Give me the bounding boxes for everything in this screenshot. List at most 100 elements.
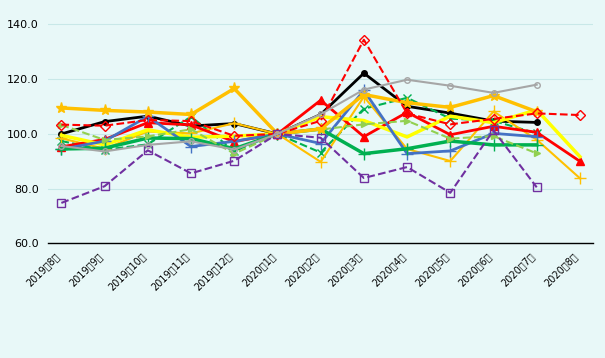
オーストリア xyxy=(188,112,195,117)
Line: ドイツ: ドイツ xyxy=(57,96,584,165)
ハンガリー xyxy=(188,127,195,131)
ポーランド xyxy=(188,119,195,123)
EU27 xyxy=(533,120,540,125)
ハンガリー xyxy=(360,122,367,126)
チェコ xyxy=(57,136,65,140)
Line: ルーマニア: ルーマニア xyxy=(57,126,541,207)
EU27 xyxy=(404,104,411,108)
EU27 xyxy=(446,111,454,115)
スペイン xyxy=(533,108,540,112)
ブルガリア xyxy=(144,142,151,146)
チェコ xyxy=(144,129,151,134)
ルーマニア xyxy=(404,165,411,169)
ルーマニア xyxy=(490,128,497,132)
Line: チェコ: チェコ xyxy=(56,91,586,184)
Line: フランス: フランス xyxy=(56,85,542,159)
チェコ xyxy=(101,146,108,151)
英国 xyxy=(317,112,324,116)
ハンガリー xyxy=(446,136,454,141)
フランス xyxy=(490,131,497,136)
フランス xyxy=(144,114,151,118)
英国 xyxy=(274,132,281,136)
ルーマニア xyxy=(360,176,367,180)
EU27 xyxy=(231,121,238,126)
英国 xyxy=(446,84,454,88)
ハンガリー xyxy=(57,123,65,127)
英国 xyxy=(57,144,65,148)
イタリア xyxy=(57,147,65,151)
チェコ xyxy=(404,147,411,151)
チェコ xyxy=(274,132,281,136)
イタリア xyxy=(144,136,151,140)
ポーランド xyxy=(577,113,584,117)
イタリア xyxy=(490,143,497,147)
チェコ xyxy=(360,95,367,99)
スペイン xyxy=(404,135,411,139)
フランス xyxy=(317,141,324,146)
ドイツ xyxy=(101,137,108,141)
オーストリア xyxy=(274,132,281,136)
ハンガリー xyxy=(533,151,540,155)
ブルガリア xyxy=(446,116,454,121)
ルーマニア xyxy=(101,184,108,188)
ブルガリア xyxy=(188,115,195,119)
ハンガリー xyxy=(101,138,108,142)
ポーランド xyxy=(57,122,65,127)
英国 xyxy=(101,149,108,154)
EU27 xyxy=(57,132,65,136)
ルーマニア xyxy=(57,201,65,205)
スペイン xyxy=(360,118,367,123)
ブルガリア xyxy=(101,147,108,152)
ドイツ xyxy=(188,123,195,127)
英国 xyxy=(144,143,151,147)
ポーランド xyxy=(490,117,497,121)
Line: オーストリア: オーストリア xyxy=(56,83,542,140)
英国 xyxy=(490,91,497,95)
スペイン xyxy=(446,114,454,118)
フランス xyxy=(231,139,238,144)
オーストリア xyxy=(317,127,324,131)
オーストリア xyxy=(57,106,65,110)
EU27 xyxy=(144,114,151,118)
Line: ポーランド: ポーランド xyxy=(58,36,583,139)
フランス xyxy=(360,88,367,93)
ドイツ xyxy=(144,121,151,125)
ハンガリー xyxy=(404,118,411,123)
スペイン xyxy=(490,121,497,125)
ルーマニア xyxy=(188,171,195,175)
ルーマニア xyxy=(231,159,238,163)
ドイツ xyxy=(317,98,324,102)
チェコ xyxy=(317,160,324,164)
チェコ xyxy=(577,176,584,180)
イタリア xyxy=(533,143,540,147)
ドイツ xyxy=(274,132,281,136)
スペイン xyxy=(231,134,238,138)
ハンガリー xyxy=(317,127,324,132)
ハンガリー xyxy=(490,134,497,138)
ルーマニア xyxy=(274,132,281,136)
チェコ xyxy=(490,109,497,113)
Line: 英国: 英国 xyxy=(59,77,540,154)
スペイン xyxy=(188,135,195,139)
オーストリア xyxy=(533,110,540,114)
オーストリア xyxy=(360,92,367,97)
ポーランド xyxy=(101,124,108,128)
ハンガリー xyxy=(144,134,151,139)
英国 xyxy=(231,147,238,152)
オーストリア xyxy=(101,108,108,112)
チェコ xyxy=(533,137,540,142)
チェコ xyxy=(188,131,195,136)
スペイン xyxy=(57,133,65,137)
ブルガリア xyxy=(231,149,238,153)
ハンガリー xyxy=(274,132,281,136)
Line: スペイン: スペイン xyxy=(61,110,580,157)
EU27 xyxy=(274,132,281,136)
オーストリア xyxy=(144,110,151,114)
ルーマニア xyxy=(144,148,151,153)
EU27 xyxy=(317,112,324,117)
ドイツ xyxy=(577,159,584,164)
オーストリア xyxy=(231,86,238,91)
Line: イタリア: イタリア xyxy=(56,124,542,159)
スペイン xyxy=(317,115,324,119)
フランス xyxy=(404,151,411,156)
